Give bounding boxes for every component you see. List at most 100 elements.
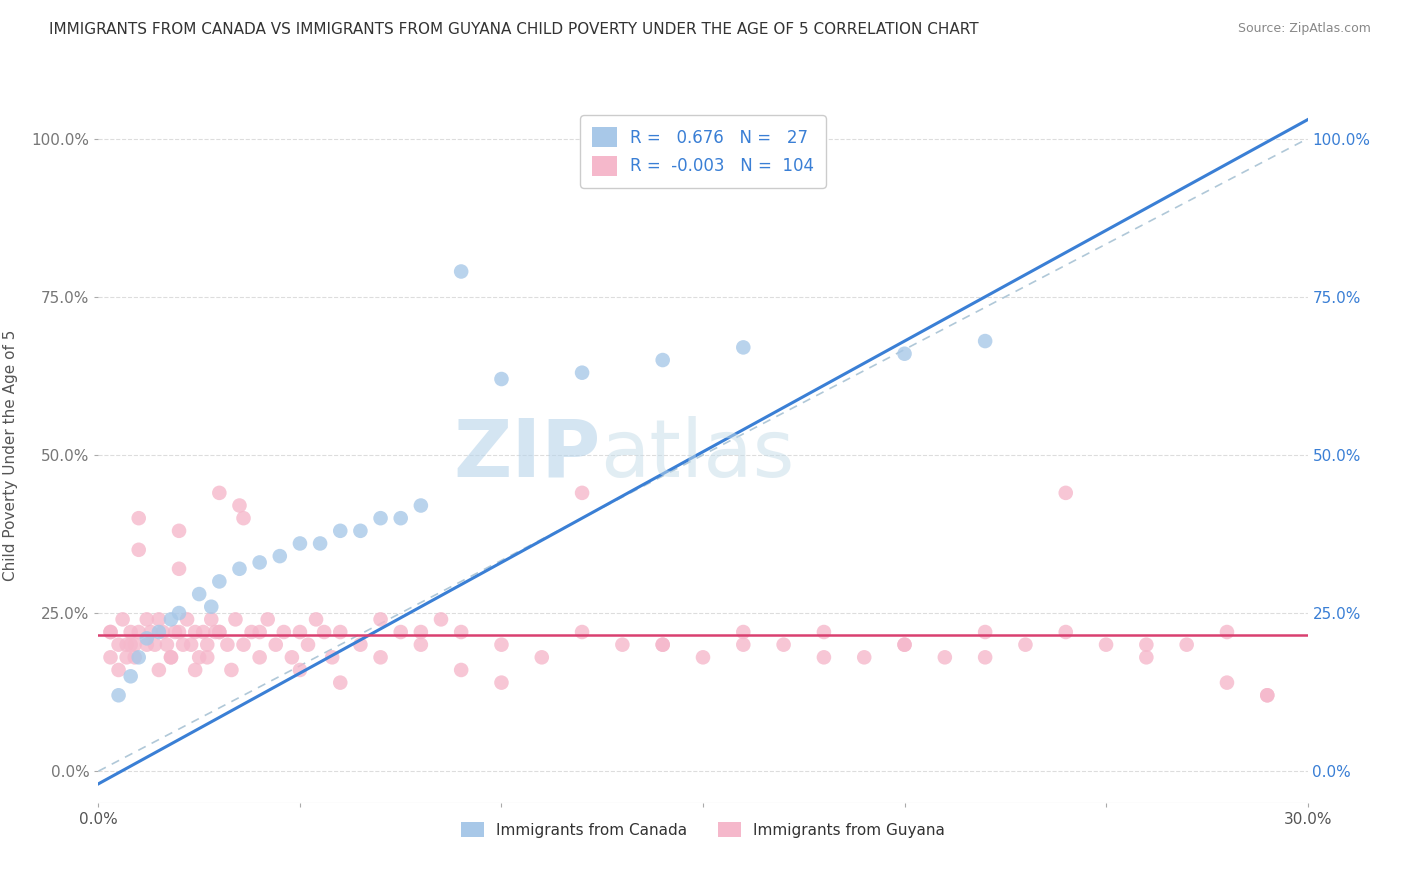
Point xyxy=(651,353,673,368)
Point xyxy=(370,650,392,665)
Point xyxy=(692,650,714,665)
Text: atlas: atlas xyxy=(600,416,794,494)
Point xyxy=(115,650,138,665)
Point xyxy=(772,638,794,652)
Point xyxy=(232,638,254,652)
Text: ZIP: ZIP xyxy=(453,416,600,494)
Point xyxy=(1054,625,1077,640)
Point xyxy=(167,625,190,640)
Point xyxy=(893,638,915,652)
Point xyxy=(128,511,150,525)
Point xyxy=(193,625,215,640)
Point xyxy=(893,638,915,652)
Point xyxy=(389,511,412,525)
Point xyxy=(148,625,170,640)
Legend: Immigrants from Canada, Immigrants from Guyana: Immigrants from Canada, Immigrants from … xyxy=(456,815,950,844)
Point xyxy=(491,638,513,652)
Point xyxy=(120,669,142,683)
Point xyxy=(143,638,166,652)
Point xyxy=(148,612,170,626)
Point xyxy=(128,542,150,557)
Point xyxy=(288,663,311,677)
Point xyxy=(180,638,202,652)
Point xyxy=(160,650,183,665)
Point xyxy=(269,549,291,563)
Point xyxy=(120,625,142,640)
Point xyxy=(256,612,278,626)
Point xyxy=(249,650,271,665)
Point xyxy=(224,612,246,626)
Point xyxy=(163,625,186,640)
Point xyxy=(974,334,997,348)
Point xyxy=(135,612,157,626)
Point xyxy=(491,372,513,386)
Point xyxy=(733,340,755,354)
Point xyxy=(172,638,194,652)
Point xyxy=(974,625,997,640)
Point xyxy=(249,625,271,640)
Point xyxy=(167,562,190,576)
Point xyxy=(1014,638,1036,652)
Point xyxy=(329,524,352,538)
Point xyxy=(100,625,122,640)
Point xyxy=(329,675,352,690)
Point xyxy=(111,612,134,626)
Point xyxy=(305,612,328,626)
Point xyxy=(160,650,183,665)
Point xyxy=(813,625,835,640)
Point xyxy=(612,638,634,652)
Point xyxy=(228,499,250,513)
Point xyxy=(409,625,432,640)
Point xyxy=(370,612,392,626)
Point xyxy=(450,625,472,640)
Point xyxy=(491,675,513,690)
Point xyxy=(893,347,915,361)
Point xyxy=(1256,688,1278,702)
Point xyxy=(288,536,311,550)
Point xyxy=(934,650,956,665)
Point xyxy=(124,650,146,665)
Point xyxy=(208,625,231,640)
Point xyxy=(409,499,432,513)
Point xyxy=(733,625,755,640)
Point xyxy=(160,612,183,626)
Point xyxy=(974,650,997,665)
Point xyxy=(204,625,226,640)
Point xyxy=(217,638,239,652)
Point xyxy=(184,663,207,677)
Point xyxy=(221,663,243,677)
Point xyxy=(1175,638,1198,652)
Point xyxy=(208,574,231,589)
Point xyxy=(1256,688,1278,702)
Point xyxy=(188,650,211,665)
Point xyxy=(200,612,222,626)
Point xyxy=(100,625,122,640)
Point xyxy=(148,663,170,677)
Point xyxy=(115,638,138,652)
Y-axis label: Child Poverty Under the Age of 5: Child Poverty Under the Age of 5 xyxy=(3,329,17,581)
Point xyxy=(128,650,150,665)
Point xyxy=(100,650,122,665)
Text: Source: ZipAtlas.com: Source: ZipAtlas.com xyxy=(1237,22,1371,36)
Point xyxy=(107,688,129,702)
Point xyxy=(208,486,231,500)
Point xyxy=(184,625,207,640)
Point xyxy=(176,612,198,626)
Point xyxy=(349,524,371,538)
Point xyxy=(1135,638,1157,652)
Point xyxy=(188,587,211,601)
Point xyxy=(651,638,673,652)
Point xyxy=(409,638,432,652)
Point xyxy=(450,663,472,677)
Point xyxy=(152,625,174,640)
Point xyxy=(1135,650,1157,665)
Point xyxy=(156,638,179,652)
Point xyxy=(167,606,190,620)
Point xyxy=(273,625,295,640)
Point xyxy=(430,612,453,626)
Point xyxy=(240,625,263,640)
Point xyxy=(120,638,142,652)
Point xyxy=(450,264,472,278)
Point xyxy=(853,650,876,665)
Point xyxy=(530,650,553,665)
